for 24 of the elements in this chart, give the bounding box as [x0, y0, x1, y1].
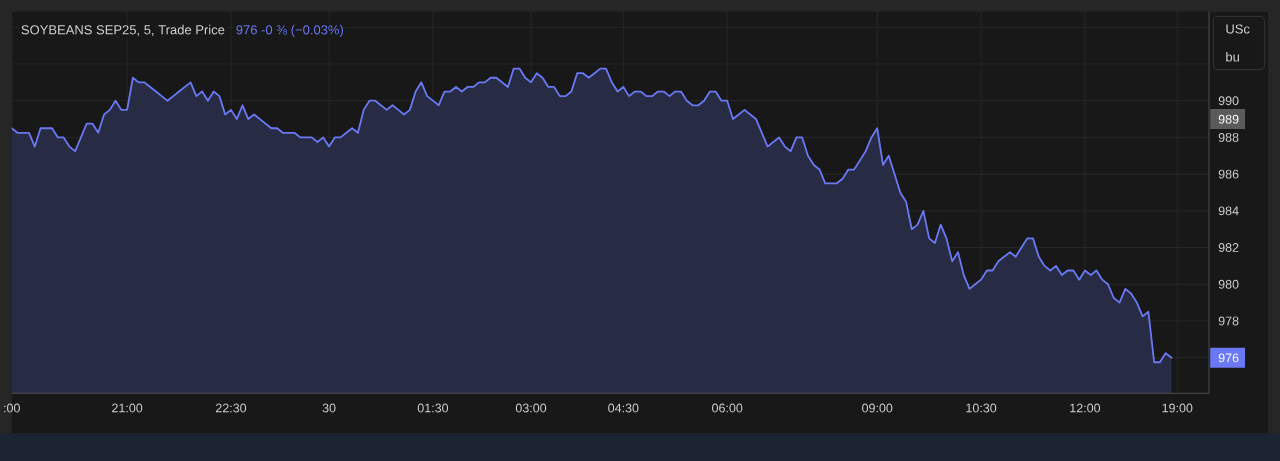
x-tick-label: 01:30 — [417, 403, 449, 413]
x-tick-label: 19:00 — [1162, 403, 1193, 413]
text: SOYBEANS SEP25, 5, Trade Price — [21, 24, 225, 36]
x-tick-label: 09:00 — [862, 403, 893, 413]
y-tick-label: 980 — [1218, 279, 1239, 289]
x-tick-label: 30 — [322, 403, 336, 413]
x-tick-label: 22:30 — [215, 403, 247, 413]
y-tick-label: 988 — [1218, 132, 1239, 142]
y-tick-label: 982 — [1218, 243, 1239, 252]
x-tick-label: 10:30 — [966, 403, 997, 413]
y-tick-label: 976 — [1218, 353, 1239, 363]
x-tick-label: 03:00 — [515, 403, 547, 413]
y-tick-label: 978 — [1218, 316, 1239, 326]
y-tick-label: 990 — [1218, 96, 1239, 106]
x-tick-label: :00 — [4, 403, 20, 413]
x-tick-label: 04:30 — [608, 403, 639, 413]
y-tick-label: 986 — [1218, 169, 1239, 179]
y-tick-label: 984 — [1218, 206, 1239, 216]
text: 989 — [1218, 114, 1239, 124]
x-tick-label: 06:00 — [712, 403, 743, 413]
text: 976 -0 ⅜ (−0.03%) — [236, 24, 344, 37]
text: USc bu — [1226, 24, 1250, 62]
x-tick-label: 12:00 — [1070, 403, 1101, 413]
x-tick-label: 21:00 — [112, 403, 143, 413]
